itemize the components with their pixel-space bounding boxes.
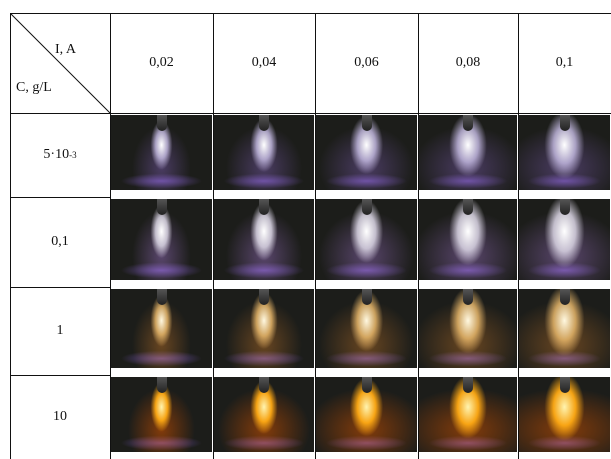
table-vline bbox=[517, 13, 519, 459]
corner-bottom-label: C, g/L bbox=[16, 80, 52, 95]
table-hline bbox=[10, 197, 110, 198]
electrode bbox=[156, 115, 167, 131]
electrode bbox=[559, 377, 570, 393]
table-vline bbox=[417, 13, 419, 459]
plasma-photo bbox=[111, 377, 212, 452]
plasma-photo bbox=[519, 199, 610, 280]
electrode bbox=[559, 289, 570, 305]
row-header-exponent: -3 bbox=[69, 150, 77, 160]
plasma-photo bbox=[214, 115, 314, 190]
table-vline bbox=[109, 13, 111, 459]
table-hline bbox=[10, 113, 611, 114]
corner-diagonal bbox=[10, 13, 110, 113]
corner-top-label: I, A bbox=[55, 42, 76, 57]
plasma-photo bbox=[419, 289, 517, 368]
plasma-photo bbox=[519, 115, 610, 190]
column-header: 0,06 bbox=[354, 55, 379, 70]
electrode bbox=[259, 199, 269, 215]
column-header: 0,04 bbox=[251, 55, 277, 70]
electrode bbox=[463, 377, 473, 393]
plasma-photo bbox=[214, 199, 314, 280]
table-vline bbox=[212, 13, 214, 459]
table-hline bbox=[10, 375, 110, 376]
plasma-photo bbox=[316, 377, 417, 452]
plasma-photo bbox=[316, 199, 417, 280]
plasma-photo bbox=[111, 115, 212, 190]
plasma-photo bbox=[419, 115, 517, 190]
electrode bbox=[361, 199, 372, 215]
electrode bbox=[463, 289, 473, 305]
column-header: 0,1 bbox=[555, 55, 574, 70]
electrode bbox=[259, 377, 269, 393]
table-hline bbox=[10, 13, 611, 14]
row-header: 10 bbox=[53, 409, 67, 424]
column-header: 0,02 bbox=[149, 55, 174, 70]
table-vline bbox=[314, 13, 316, 459]
electrode bbox=[156, 199, 167, 215]
electrode bbox=[361, 115, 372, 131]
plasma-photo bbox=[214, 377, 314, 452]
electrode bbox=[559, 199, 570, 215]
electrode bbox=[259, 115, 269, 131]
table-hline bbox=[10, 287, 110, 288]
row-header: 0,1 bbox=[51, 234, 69, 249]
electrode bbox=[259, 289, 269, 305]
plasma-photo bbox=[214, 289, 314, 368]
row-header: 5·10 -3 bbox=[43, 147, 77, 162]
electrode bbox=[361, 289, 372, 305]
plasma-photo bbox=[519, 377, 610, 452]
electrode bbox=[156, 377, 167, 393]
row-header: 1 bbox=[56, 323, 64, 338]
plasma-photo bbox=[316, 289, 417, 368]
plasma-photo bbox=[419, 199, 517, 280]
plasma-photo bbox=[519, 289, 610, 368]
plasma-photo bbox=[316, 115, 417, 190]
electrode bbox=[463, 199, 473, 215]
electrode bbox=[559, 115, 570, 131]
plasma-photo bbox=[111, 289, 212, 368]
plasma-photo bbox=[419, 377, 517, 452]
plasma-photo bbox=[111, 199, 212, 280]
column-header: 0,08 bbox=[455, 55, 481, 70]
electrode bbox=[463, 115, 473, 131]
table-vline bbox=[9, 13, 11, 459]
electrode bbox=[361, 377, 372, 393]
electrode bbox=[156, 289, 167, 305]
